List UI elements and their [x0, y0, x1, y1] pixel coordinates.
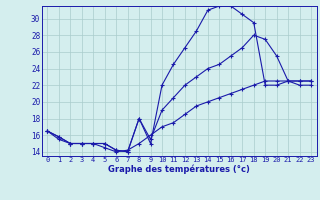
- X-axis label: Graphe des températures (°c): Graphe des températures (°c): [108, 165, 250, 174]
